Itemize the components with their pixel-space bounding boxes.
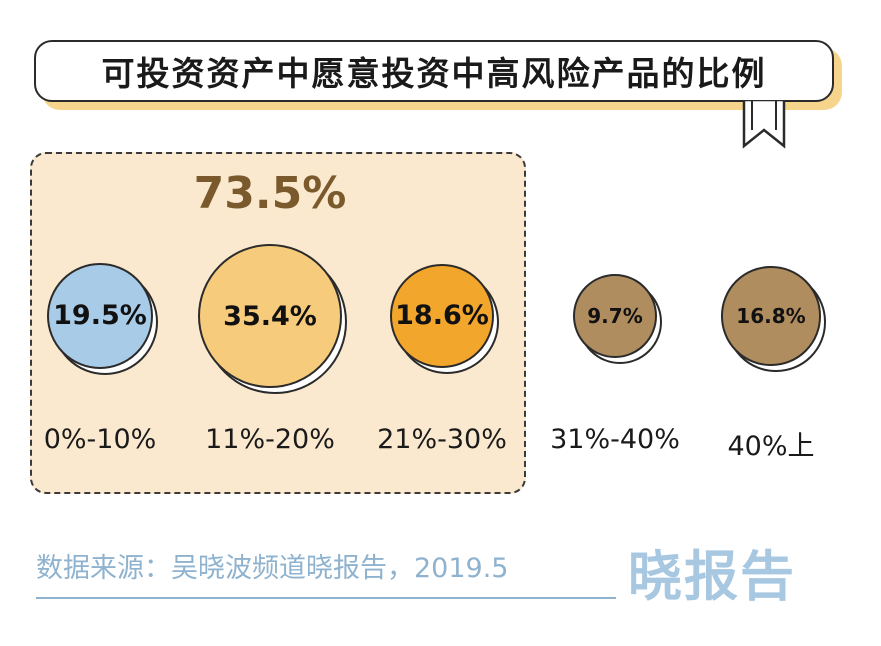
title-banner: 可投资资产中愿意投资中高风险产品的比例 bbox=[34, 40, 834, 102]
source-note: 数据来源：吴晓波频道晓报告，2019.5 bbox=[36, 553, 509, 584]
category-label: 21%-30% bbox=[377, 424, 507, 455]
bubble-21%-30%: 18.6% bbox=[389, 263, 495, 369]
bubble-40%上: 16.8% bbox=[721, 266, 821, 366]
category-label: 11%-20% bbox=[205, 424, 335, 455]
category-label: 40%上 bbox=[727, 431, 815, 462]
bubble-value-label: 35.4% bbox=[223, 300, 317, 332]
category-label: 0%-10% bbox=[43, 424, 157, 455]
chart-title: 可投资资产中愿意投资中高风险产品的比例 bbox=[101, 54, 767, 93]
highlight-total-label: 73.5% bbox=[193, 168, 347, 219]
bubble-0%-10%: 19.5% bbox=[46, 262, 154, 370]
brand-logo: 晓报告 bbox=[628, 545, 796, 608]
bubble-value-label: 18.6% bbox=[395, 300, 489, 332]
bookmark-ribbon-icon bbox=[742, 100, 786, 149]
category-label: 31%-40% bbox=[550, 424, 680, 455]
bubble-value-label: 16.8% bbox=[736, 303, 806, 328]
bubble-value-label: 9.7% bbox=[587, 304, 643, 328]
source-underline bbox=[36, 597, 616, 599]
bubble-value-label: 19.5% bbox=[53, 300, 147, 332]
bubble-11%-20%: 35.4% bbox=[198, 244, 342, 388]
bubble-31%-40%: 9.7% bbox=[573, 274, 657, 358]
